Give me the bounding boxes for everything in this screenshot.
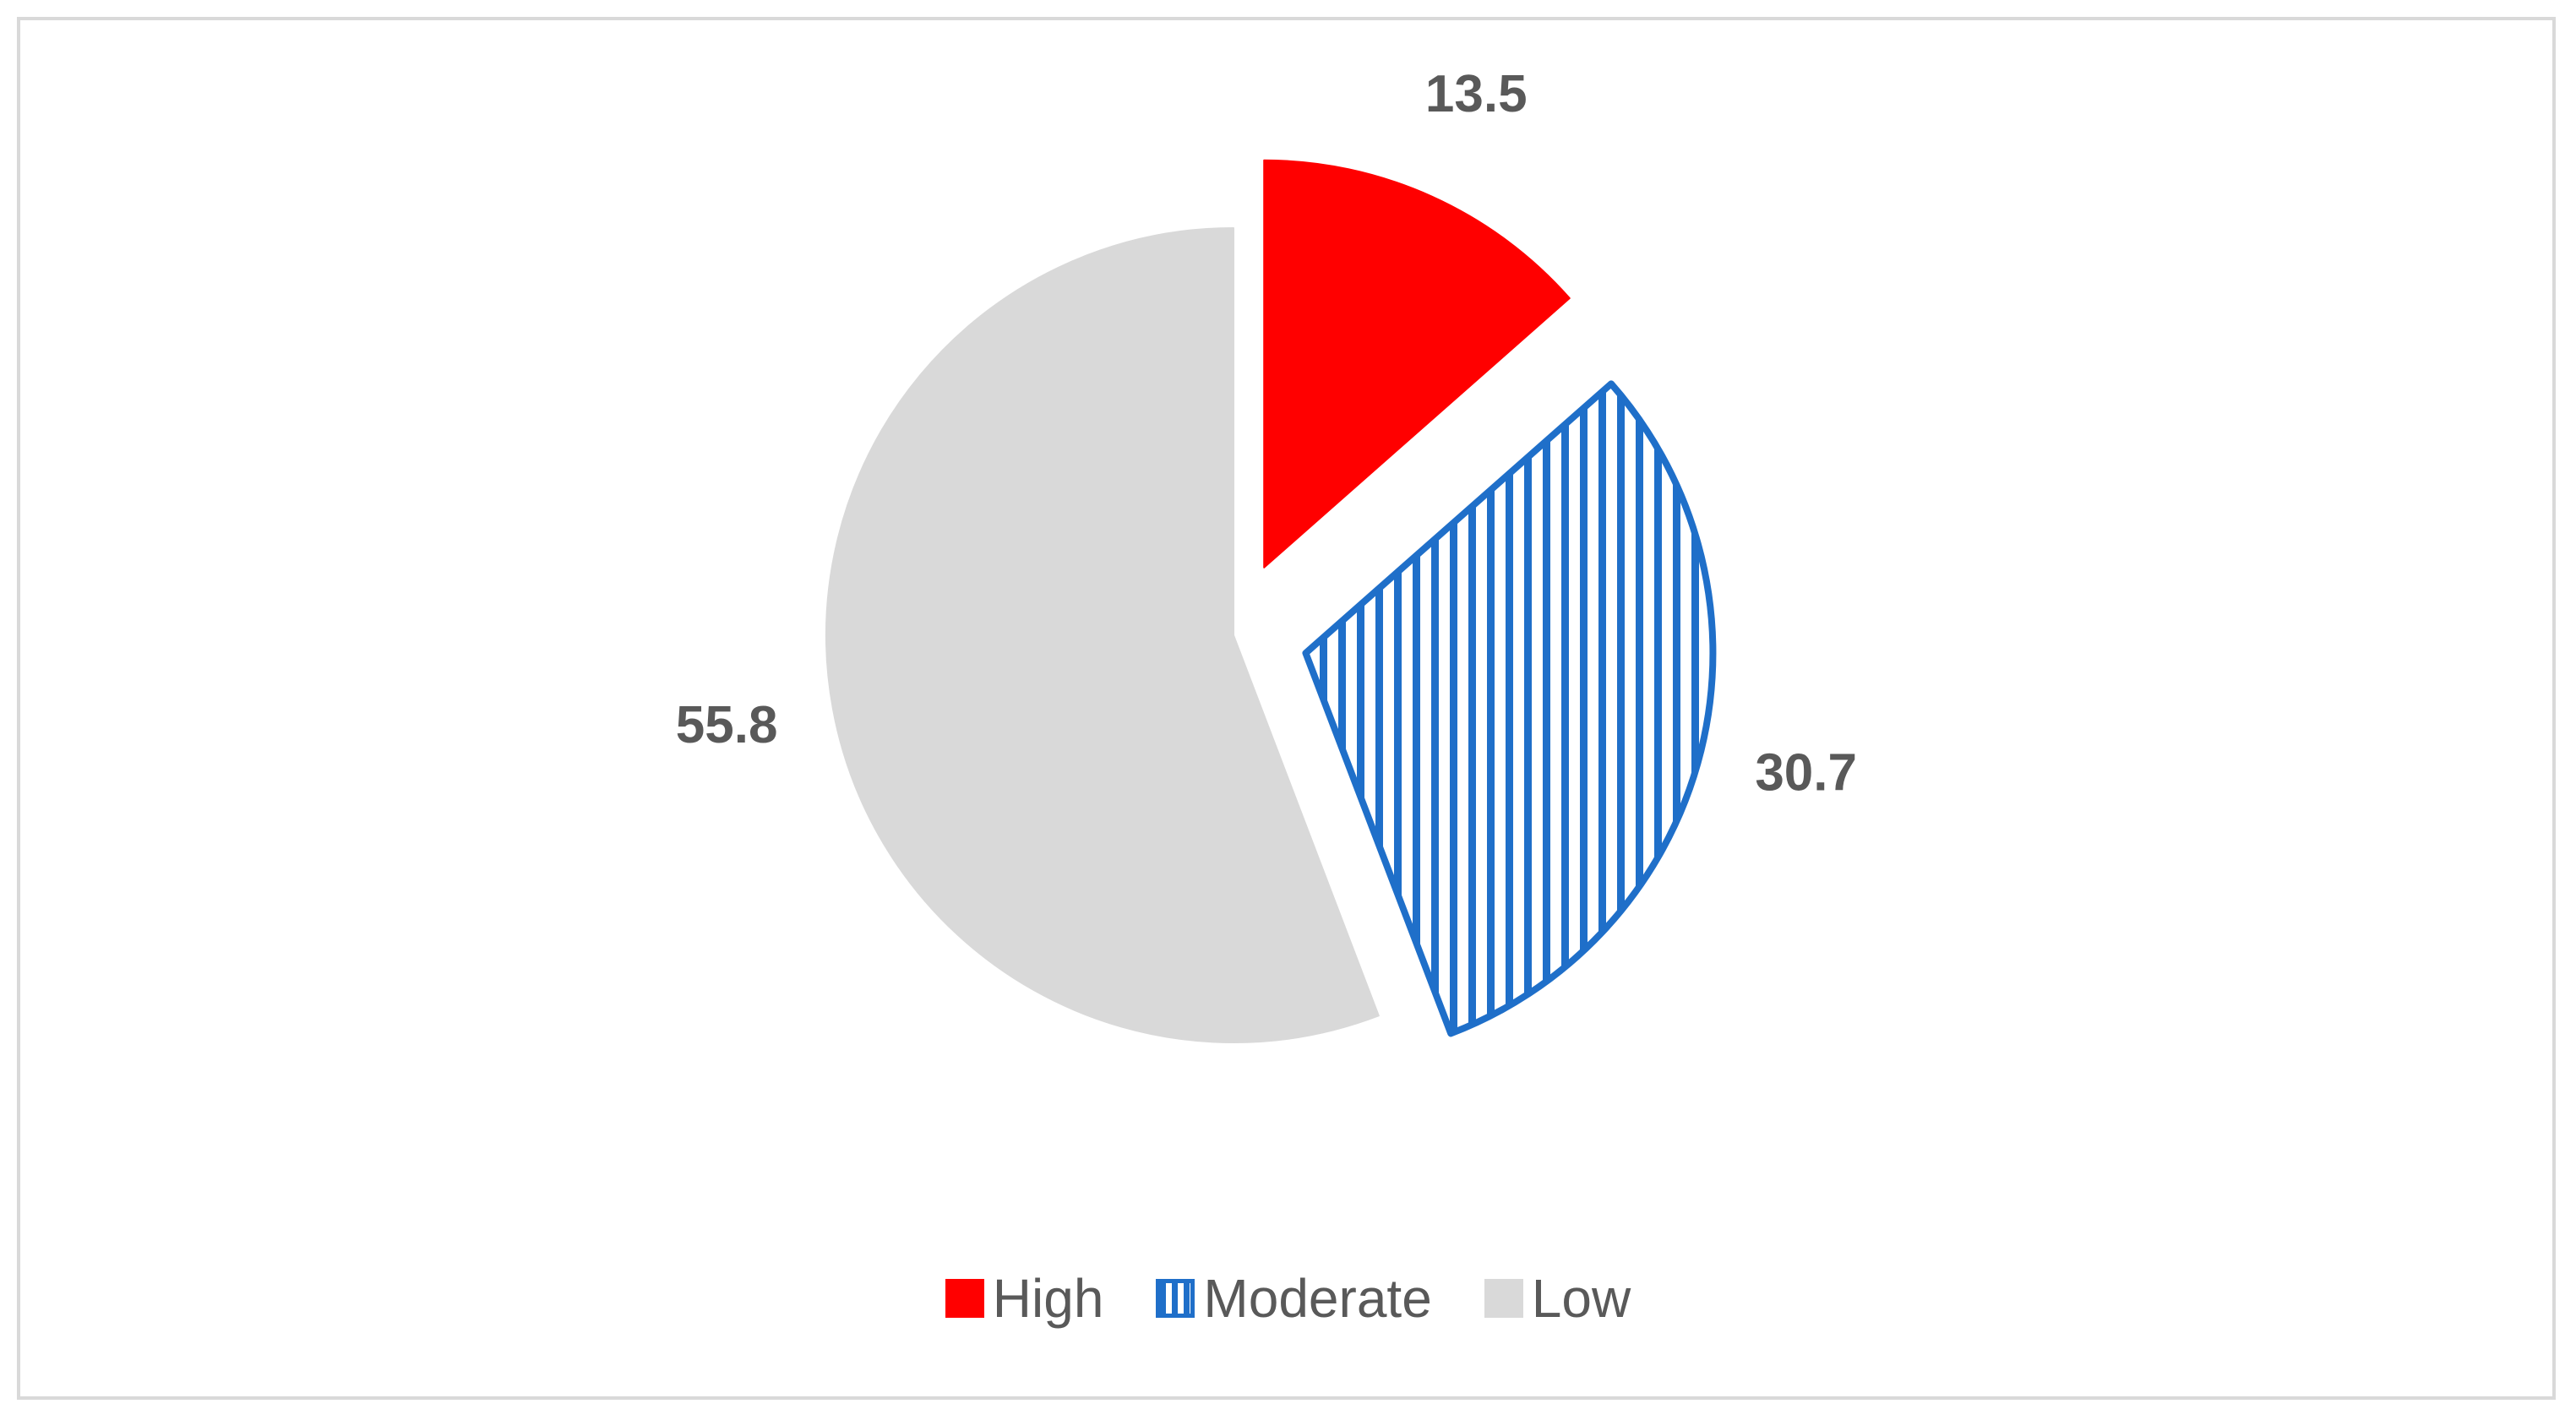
pie-slice-high (1263, 159, 1571, 569)
legend-swatch-high (945, 1279, 984, 1318)
legend-label-low: Low (1531, 1268, 1631, 1329)
data-label-high: 13.5 (1425, 65, 1528, 123)
legend-entry-high: High (945, 1268, 1104, 1329)
data-label-moderate: 30.7 (1755, 744, 1857, 802)
pie-data-labels: 13.5 30.7 55.8 (676, 65, 1857, 802)
legend-label-high: High (992, 1268, 1104, 1329)
pie-slices (825, 159, 1717, 1043)
chart-legend: High Moderate Low (0, 1260, 2576, 1336)
legend-entry-moderate: Moderate (1156, 1268, 1432, 1329)
data-label-low: 55.8 (676, 696, 778, 754)
legend-swatch-moderate (1156, 1279, 1195, 1318)
legend-swatch-low (1484, 1279, 1523, 1318)
legend-label-moderate: Moderate (1203, 1268, 1432, 1329)
legend-entry-low: Low (1484, 1271, 1631, 1325)
pie-slice-moderate (1302, 380, 1717, 1037)
pie-slice-low (825, 227, 1380, 1043)
